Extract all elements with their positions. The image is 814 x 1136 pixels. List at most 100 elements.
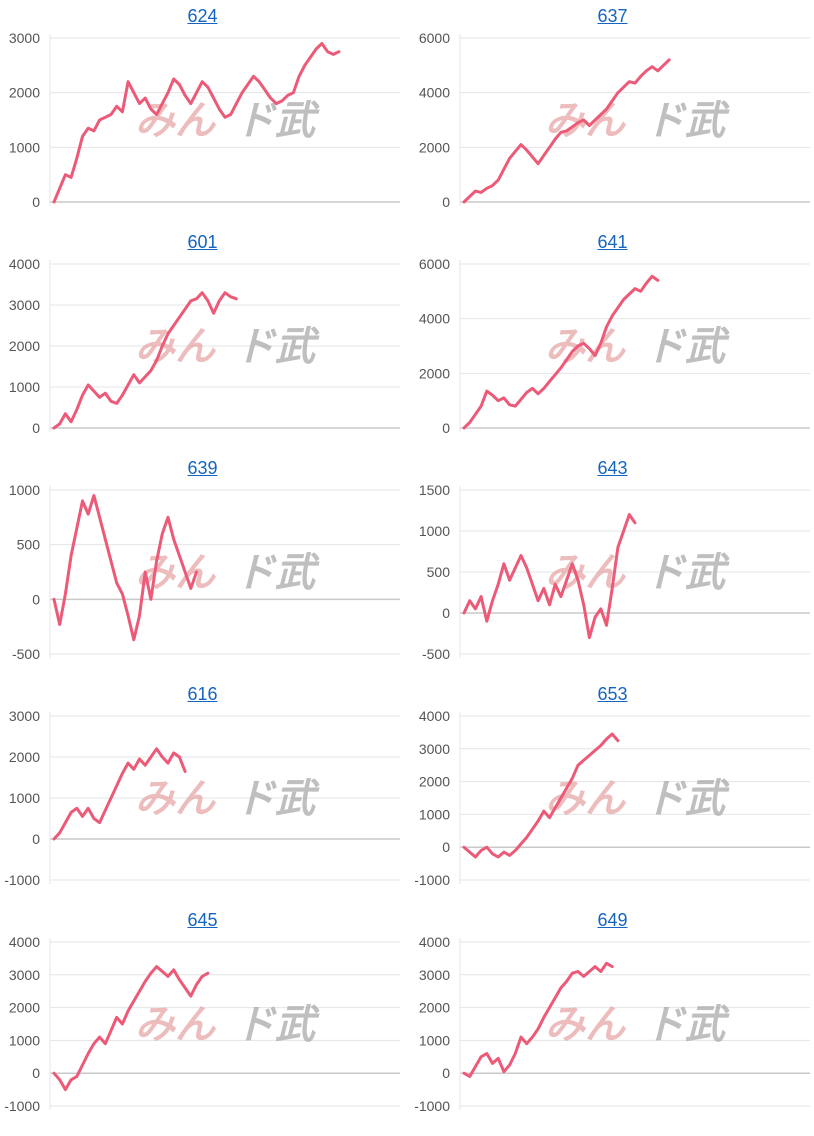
y-tick-label: 3000 [9, 967, 40, 983]
series-line [52, 747, 187, 841]
y-tick-label: 2000 [9, 338, 40, 354]
y-tick-label: 1000 [9, 379, 40, 395]
watermark-logo: みん ド武 [135, 776, 320, 822]
svg-text:みん: みん [135, 324, 217, 370]
y-tick-label: 6000 [419, 256, 450, 272]
svg-text:ド武: ド武 [235, 98, 320, 144]
y-tick-label: 2000 [419, 1000, 450, 1016]
watermark-logo: みん ド武 [545, 1002, 730, 1048]
svg-text:みん: みん [545, 1002, 627, 1048]
chart-panel-624: 624 0 1000 2000 3000 みん ド武 [0, 6, 405, 232]
line-chart: -500 0 500 1000 みん ド武 [9, 482, 400, 662]
watermark-logo: みん ド武 [545, 98, 730, 144]
svg-text:ド武: ド武 [645, 550, 730, 596]
line-chart: 0 2000 4000 6000 みん ド武 [419, 256, 810, 436]
y-tick-label: 2000 [9, 1000, 40, 1016]
watermark-logo: みん ド武 [135, 98, 320, 144]
y-tick-label: 4000 [419, 85, 450, 101]
y-tick-label: 0 [32, 591, 40, 607]
series-line [462, 513, 637, 640]
y-tick-label: 4000 [9, 256, 40, 272]
y-tick-label: 3000 [419, 741, 450, 757]
series-line [52, 494, 198, 642]
y-tick-label: 1000 [419, 806, 450, 822]
series-line [52, 965, 210, 1092]
y-tick-label: 2000 [419, 774, 450, 790]
y-tick-label: 1000 [9, 482, 40, 498]
y-tick-label: 500 [427, 564, 451, 580]
chart-title-link[interactable]: 643 [597, 458, 628, 478]
svg-text:ド武: ド武 [645, 1002, 730, 1048]
series-line [462, 274, 660, 430]
line-chart: 0 1000 2000 3000 4000 みん ド武 [9, 256, 400, 436]
y-tick-label: 3000 [9, 708, 40, 724]
svg-text:みん: みん [545, 776, 627, 822]
y-tick-label: -500 [12, 646, 40, 662]
y-tick-label: 1000 [9, 790, 40, 806]
chart-title-link[interactable]: 641 [597, 232, 628, 252]
svg-text:ド武: ド武 [235, 324, 320, 370]
watermark-logo: みん ド武 [545, 550, 730, 596]
y-tick-label: -1000 [414, 872, 450, 888]
watermark-logo: みん ド武 [135, 1002, 320, 1048]
y-tick-label: 4000 [419, 311, 450, 327]
series-line [462, 58, 671, 204]
chart-title-link[interactable]: 653 [597, 684, 628, 704]
y-tick-label: -1000 [414, 1098, 450, 1114]
y-tick-label: 1000 [419, 523, 450, 539]
y-tick-label: 500 [17, 537, 41, 553]
watermark-logo: みん ド武 [545, 324, 730, 370]
chart-panel-649: 649 -1000 0 1000 2000 3000 4000 みん ド武 [410, 910, 814, 1136]
svg-text:ド武: ド武 [235, 776, 320, 822]
chart-title-link[interactable]: 639 [187, 458, 218, 478]
y-tick-label: 3000 [9, 297, 40, 313]
svg-text:みん: みん [135, 776, 217, 822]
series-line [52, 42, 341, 204]
line-chart: 0 1000 2000 3000 みん ド武 [9, 30, 400, 210]
y-tick-label: 0 [32, 194, 40, 210]
chart-title-link[interactable]: 624 [187, 6, 218, 26]
watermark-logo: みん ド武 [135, 324, 320, 370]
chart-title-link[interactable]: 637 [597, 6, 628, 26]
chart-title-link[interactable]: 601 [187, 232, 218, 252]
watermark-logo: みん ド武 [135, 550, 320, 596]
y-tick-label: 1000 [9, 1032, 40, 1048]
y-tick-label: 4000 [419, 934, 450, 950]
y-tick-label: 0 [442, 194, 450, 210]
y-tick-label: 1000 [419, 1032, 450, 1048]
chart-panel-601: 601 0 1000 2000 3000 4000 みん ド武 [0, 232, 405, 458]
chart-panel-643: 643 -500 0 500 1000 1500 みん ド武 [410, 458, 814, 684]
y-tick-label: -500 [422, 646, 450, 662]
chart-title-link[interactable]: 616 [187, 684, 218, 704]
chart-panel-639: 639 -500 0 500 1000 みん ド武 [0, 458, 405, 684]
y-tick-label: 4000 [9, 934, 40, 950]
line-chart: -1000 0 1000 2000 3000 みん ド武 [4, 708, 400, 888]
svg-text:ド武: ド武 [235, 550, 320, 596]
series-line [462, 961, 614, 1078]
y-tick-label: 2000 [9, 749, 40, 765]
y-tick-label: 3000 [9, 30, 40, 46]
line-chart: -500 0 500 1000 1500 みん ド武 [419, 482, 810, 662]
series-line [462, 732, 620, 859]
chart-panel-637: 637 0 2000 4000 6000 みん ド武 [410, 6, 814, 232]
y-tick-label: 0 [32, 1065, 40, 1081]
line-chart: 0 2000 4000 6000 みん ド武 [419, 30, 810, 210]
y-tick-label: 1500 [419, 482, 450, 498]
y-tick-label: 3000 [419, 967, 450, 983]
y-tick-label: 2000 [419, 365, 450, 381]
svg-text:ド武: ド武 [645, 98, 730, 144]
line-chart: -1000 0 1000 2000 3000 4000 みん ド武 [414, 708, 810, 888]
y-tick-label: 0 [442, 605, 450, 621]
y-tick-label: 2000 [9, 85, 40, 101]
y-tick-label: -1000 [4, 1098, 40, 1114]
y-tick-label: 0 [32, 420, 40, 436]
y-tick-label: 4000 [419, 708, 450, 724]
chart-panel-641: 641 0 2000 4000 6000 みん ド武 [410, 232, 814, 458]
chart-title-link[interactable]: 649 [597, 910, 628, 930]
chart-title-link[interactable]: 645 [187, 910, 218, 930]
series-line [52, 291, 238, 430]
svg-text:ド武: ド武 [235, 1002, 320, 1048]
y-tick-label: 0 [32, 831, 40, 847]
svg-text:みん: みん [135, 1002, 217, 1048]
